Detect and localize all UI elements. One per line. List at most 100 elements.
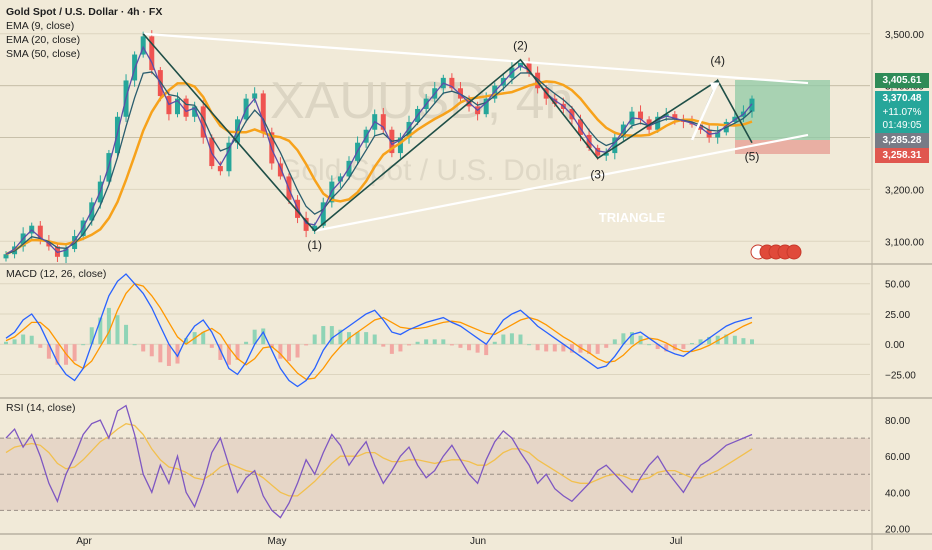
triangle-upper-line <box>143 32 809 85</box>
candle-body <box>303 217 309 231</box>
watermark-symbol: XAUUSD, 4h <box>270 72 573 130</box>
candle-body <box>260 93 266 133</box>
macd-histogram-bar <box>492 341 497 345</box>
candle-body <box>595 147 601 156</box>
stop-price-tag: 3,258.31 <box>875 148 929 163</box>
rsi-title[interactable]: RSI (14, close) <box>6 402 76 414</box>
macd-histogram-bar <box>681 344 686 350</box>
macd-pane <box>0 273 870 388</box>
macd-histogram-bar <box>38 344 43 348</box>
wave-label: (5) <box>745 150 760 164</box>
wave-label: (1) <box>307 238 322 252</box>
macd-histogram-bar <box>261 328 266 345</box>
macd-histogram-bar <box>72 344 77 362</box>
macd-histogram-bar <box>612 339 617 345</box>
macd-histogram-bar <box>415 341 420 345</box>
candle-body <box>149 36 155 71</box>
macd-histogram-bar <box>484 344 489 356</box>
candle-body <box>612 137 618 154</box>
x-tick-label: Jul <box>670 536 683 547</box>
legend-ema9[interactable]: EMA (9, close) <box>6 20 75 32</box>
macd-histogram-bar <box>544 344 549 352</box>
macd-histogram-bar <box>132 344 137 346</box>
macd-histogram-bar <box>141 344 146 352</box>
macd-title[interactable]: MACD (12, 26, close) <box>6 268 107 280</box>
macd-histogram-bar <box>244 341 249 345</box>
chart-title: Gold Spot / U.S. Dollar · 4h · FX <box>6 6 163 18</box>
wave-label: (3) <box>590 167 605 181</box>
triangle-lower-line <box>314 133 809 232</box>
rsi-line <box>5 404 753 519</box>
watermark-name: Gold Spot / U.S. Dollar <box>278 154 581 187</box>
macd-histogram-bar <box>449 344 454 346</box>
candle-body <box>140 36 146 55</box>
flag-logo-icon <box>750 244 802 260</box>
macd-histogram-bar <box>509 333 514 345</box>
macd-histogram-bar <box>475 344 480 353</box>
macd-histogram-bar <box>312 334 317 345</box>
candle-body <box>252 93 258 99</box>
macd-histogram-bar <box>252 329 257 345</box>
candle-body <box>3 254 9 259</box>
macd-histogram-bar <box>338 329 343 345</box>
entry-price-tag: 3,285.28 <box>875 133 929 148</box>
price-tick-label: 3,200.00 <box>885 185 924 196</box>
macd-histogram-bar <box>689 342 694 345</box>
candle-body <box>715 132 721 138</box>
candle-body <box>183 98 189 117</box>
candle-body <box>20 233 26 247</box>
macd-histogram-bar <box>209 344 214 348</box>
macd-histogram-bar <box>372 334 377 345</box>
macd-histogram-bar <box>604 344 609 348</box>
macd-histogram-bar <box>535 344 540 351</box>
macd-histogram-bar <box>518 334 523 345</box>
rsi-pane <box>0 404 870 519</box>
macd-histogram-bar <box>732 335 737 345</box>
candle-body <box>380 114 386 130</box>
candle-body <box>337 176 343 182</box>
candle-body <box>457 88 463 99</box>
macd-histogram-bar <box>166 344 171 366</box>
rsi-ma-line <box>5 423 753 497</box>
arrow-head <box>709 82 720 93</box>
candle-body <box>552 98 558 104</box>
rsi-tick-label: 60.00 <box>885 452 910 463</box>
candle-body <box>406 121 412 138</box>
macd-histogram-bar <box>621 333 626 345</box>
macd-histogram-bar <box>29 335 34 345</box>
macd-histogram-bar <box>175 344 180 364</box>
candle-body <box>397 137 403 154</box>
macd-histogram-bar <box>364 332 369 345</box>
macd-histogram-bar <box>698 339 703 345</box>
candle-body <box>277 163 283 177</box>
macd-histogram-bar <box>647 344 652 346</box>
macd-histogram-bar <box>226 344 231 365</box>
projection-arrow <box>690 85 717 141</box>
candle-body <box>749 98 755 112</box>
sma50-line <box>5 80 753 256</box>
candle-body <box>217 166 223 172</box>
current-price-tag: 3,370.48 <box>875 91 929 106</box>
legend-ema20[interactable]: EMA (20, close) <box>6 34 81 46</box>
candle-body <box>603 153 609 156</box>
wave-label: (2) <box>513 39 528 53</box>
rsi-tick-label: 80.00 <box>885 416 910 427</box>
x-tick-label: Apr <box>76 536 92 547</box>
macd-tick-label: 50.00 <box>885 280 910 291</box>
legend-sma50[interactable]: SMA (50, close) <box>6 48 81 60</box>
macd-tick-label: −25.00 <box>885 370 916 381</box>
macd-histogram-bar <box>664 344 669 352</box>
macd-histogram-bar <box>218 344 223 360</box>
wave-label: (4) <box>710 53 725 67</box>
macd-signal-line <box>5 282 753 380</box>
candle-body <box>517 62 523 68</box>
candle-body <box>200 106 206 138</box>
ema9-line <box>5 45 753 255</box>
wave-path <box>142 33 719 232</box>
logo-circle <box>786 244 802 260</box>
macd-histogram-bar <box>552 344 557 352</box>
macd-histogram-bar <box>158 344 163 363</box>
macd-histogram-bar <box>89 327 94 345</box>
